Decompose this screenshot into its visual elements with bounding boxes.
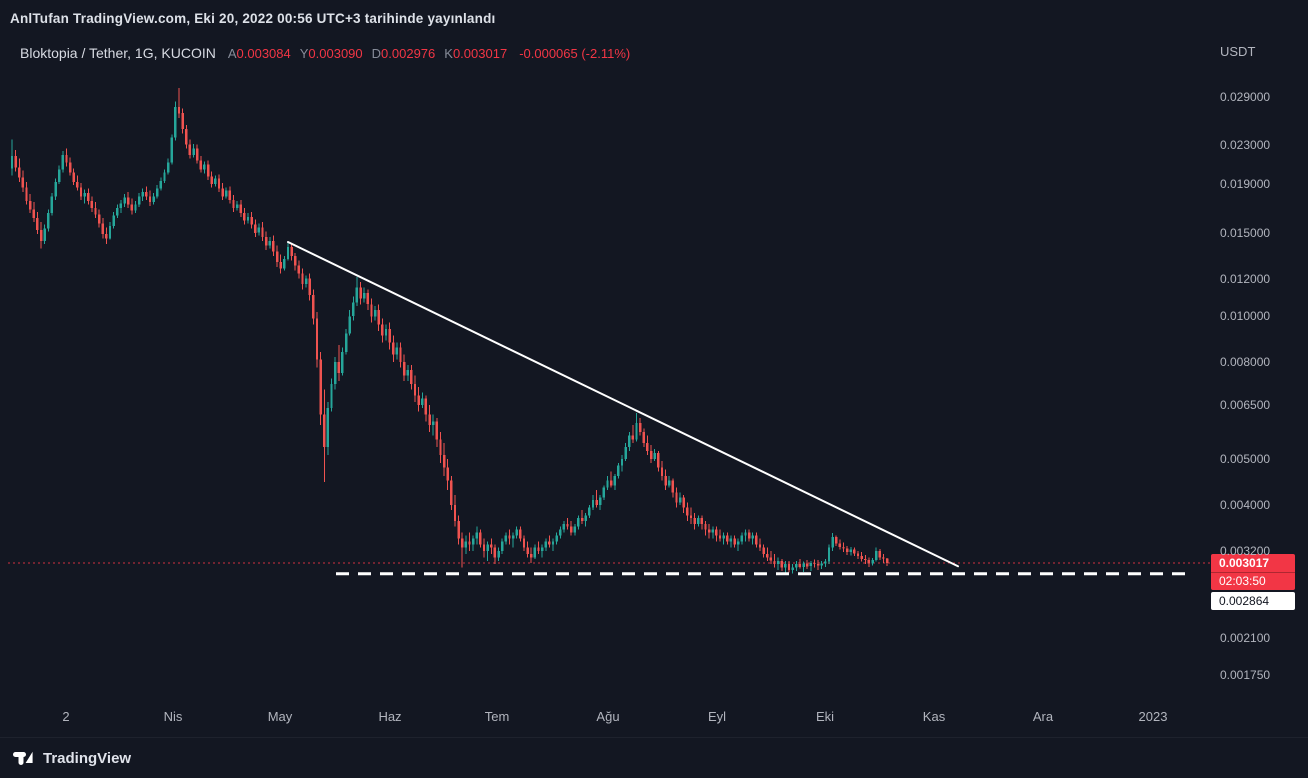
chart-legend: Bloktopia / Tether, 1G, KUCOIN A0.003084… xyxy=(20,45,630,61)
attribution-bar: AnlTufan TradingView.com, Eki 20, 2022 0… xyxy=(0,0,1308,36)
ohlc-item-a: A0.003084 xyxy=(228,46,291,61)
down-candle-bodies xyxy=(14,107,889,570)
quote-currency-label: USDT xyxy=(1220,44,1256,59)
time-tick-label: Nis xyxy=(163,709,183,724)
price-tick-label: 0.019000 xyxy=(1220,177,1271,192)
time-tick-label: Tem xyxy=(484,709,510,724)
brand-footer: TradingView xyxy=(0,737,1308,778)
price-tick-label: 0.004000 xyxy=(1220,497,1271,512)
time-tick-label: May xyxy=(267,709,293,724)
up-candle-bodies xyxy=(10,107,878,570)
last-price-badge: 0.003017 02:03:50 xyxy=(1211,554,1295,591)
ohlc-value: 0.002976 xyxy=(381,46,436,61)
ohlc-item-k: K0.003017 xyxy=(444,46,507,61)
ohlc-key: A xyxy=(227,46,237,61)
ohlc-item-d: D0.002976 xyxy=(372,46,436,61)
time-tick-label: Ara xyxy=(1032,709,1054,724)
price-tick-label: 0.006500 xyxy=(1220,397,1271,412)
price-tick-label: 0.029000 xyxy=(1220,90,1271,104)
time-tick-label: Haz xyxy=(378,709,402,724)
price-tick-label: 0.005000 xyxy=(1220,452,1271,466)
ohlc-values: A0.003084 Y0.003090 D0.002976 K0.003017 xyxy=(228,46,507,61)
time-tick-label: Ağu xyxy=(596,709,620,724)
time-tick-label: Kas xyxy=(922,709,946,724)
ohlc-item-y: Y0.003090 xyxy=(300,46,363,61)
price-tick-label: 0.023000 xyxy=(1220,137,1271,152)
symbol-title: Bloktopia / Tether, 1G, KUCOIN xyxy=(20,45,216,61)
bar-countdown: 02:03:50 xyxy=(1211,572,1295,591)
tradingview-wordmark[interactable]: TradingView xyxy=(43,749,132,767)
ohlc-key: D xyxy=(371,46,382,61)
price-scale[interactable]: USDT 0.003017 02:03:50 0.002864 0.029000… xyxy=(1210,0,1308,738)
ohlc-key: Y xyxy=(299,46,309,61)
price-tick-label: 0.001750 xyxy=(1220,668,1271,683)
ohlc-key: K xyxy=(444,46,453,61)
trendline-drawing[interactable] xyxy=(287,241,959,568)
price-change: -0.000065 (-2.11%) xyxy=(519,46,631,61)
price-tick-label: 0.003200 xyxy=(1220,543,1271,558)
ohlc-value: 0.003084 xyxy=(236,46,291,61)
last-price-value: 0.003017 xyxy=(1211,554,1295,573)
price-tick-label: 0.002100 xyxy=(1220,630,1271,645)
time-tick-label: 2 xyxy=(62,709,70,724)
support-level-badge: 0.002864 xyxy=(1211,592,1295,611)
price-tick-label: 0.010000 xyxy=(1220,309,1271,324)
price-tick-label: 0.012000 xyxy=(1220,271,1271,286)
time-tick-label: Eki xyxy=(815,709,835,724)
tradingview-logo-icon[interactable] xyxy=(12,747,34,769)
time-tick-label: Eyl xyxy=(707,709,727,724)
ohlc-value: 0.003017 xyxy=(452,46,508,61)
price-tick-label: 0.008000 xyxy=(1220,355,1271,370)
price-tick-label: 0.015000 xyxy=(1220,225,1271,240)
ohlc-value: 0.003090 xyxy=(308,46,363,61)
time-scale[interactable]: 2 Nis May Haz Tem Ağu Eyl Eki Kas Ara 2023 xyxy=(0,700,1210,738)
time-tick-label: 2023 xyxy=(1138,709,1168,724)
attribution-text: AnlTufan TradingView.com, Eki 20, 2022 0… xyxy=(10,10,496,26)
up-candle-wicks xyxy=(11,101,877,574)
